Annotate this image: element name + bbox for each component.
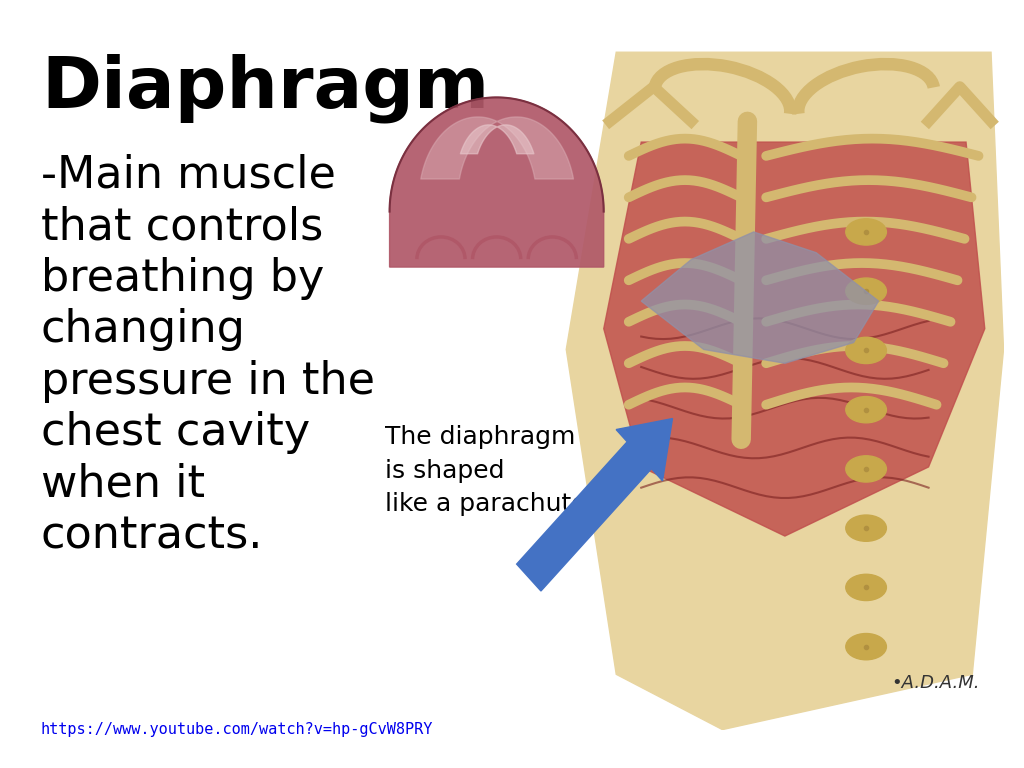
Polygon shape	[604, 142, 985, 536]
Text: •A.D.A.M.: •A.D.A.M.	[891, 674, 980, 691]
Text: The diaphragm
is shaped
like a parachute: The diaphragm is shaped like a parachute	[385, 425, 587, 516]
Ellipse shape	[846, 634, 887, 660]
Ellipse shape	[846, 455, 887, 482]
Polygon shape	[566, 52, 1004, 730]
Ellipse shape	[846, 337, 887, 363]
Ellipse shape	[846, 396, 887, 423]
Ellipse shape	[846, 278, 887, 304]
Ellipse shape	[846, 219, 887, 245]
Ellipse shape	[846, 515, 887, 541]
Polygon shape	[389, 98, 604, 267]
Text: Diaphragm: Diaphragm	[41, 54, 489, 123]
Ellipse shape	[846, 574, 887, 601]
Polygon shape	[641, 232, 879, 363]
Text: -Main muscle
that controls
breathing by
changing
pressure in the
chest cavity
wh: -Main muscle that controls breathing by …	[41, 154, 375, 557]
FancyArrow shape	[517, 419, 673, 591]
Text: https://www.youtube.com/watch?v=hp-gCvW8PRY: https://www.youtube.com/watch?v=hp-gCvW8…	[41, 722, 433, 737]
